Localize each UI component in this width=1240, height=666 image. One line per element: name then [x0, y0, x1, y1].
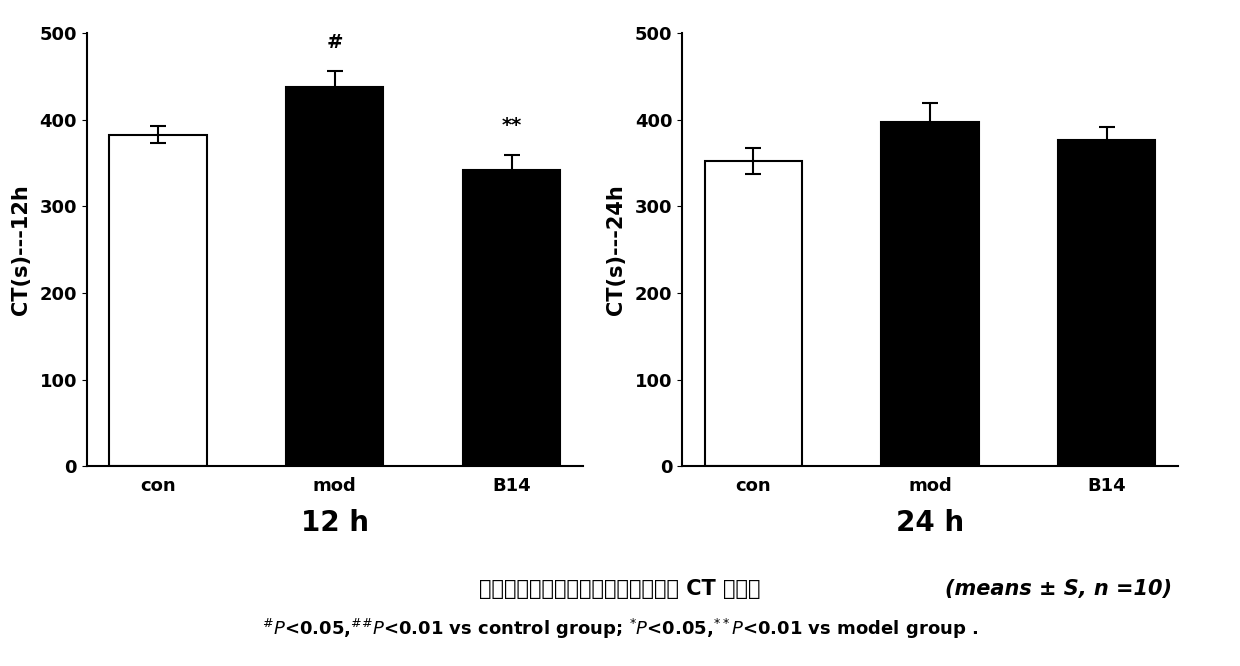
- Text: $^{\#}$$P$<0.05,$^{\#\#}$$P$<0.01 vs control group; $^{*}$$P$<0.05,$^{**}$$P$<0.: $^{\#}$$P$<0.05,$^{\#\#}$$P$<0.01 vs con…: [262, 617, 978, 641]
- Text: 24 h: 24 h: [897, 509, 963, 537]
- Bar: [463, 170, 560, 466]
- Bar: [286, 87, 383, 466]
- Text: 12 h: 12 h: [301, 509, 368, 537]
- Text: 白及苹不同时间点对全身肊素化小鼠 CT 的影响: 白及苹不同时间点对全身肊素化小鼠 CT 的影响: [479, 579, 761, 599]
- Text: #: #: [326, 33, 343, 53]
- Bar: [704, 161, 802, 466]
- Bar: [882, 122, 978, 466]
- Y-axis label: CT(s)---12h: CT(s)---12h: [11, 184, 31, 315]
- Bar: [1058, 140, 1156, 466]
- Bar: [109, 135, 207, 466]
- Text: **: **: [501, 117, 522, 135]
- Text: (means ± S, n =10): (means ± S, n =10): [945, 579, 1172, 599]
- Y-axis label: CT(s)---24h: CT(s)---24h: [606, 184, 626, 315]
